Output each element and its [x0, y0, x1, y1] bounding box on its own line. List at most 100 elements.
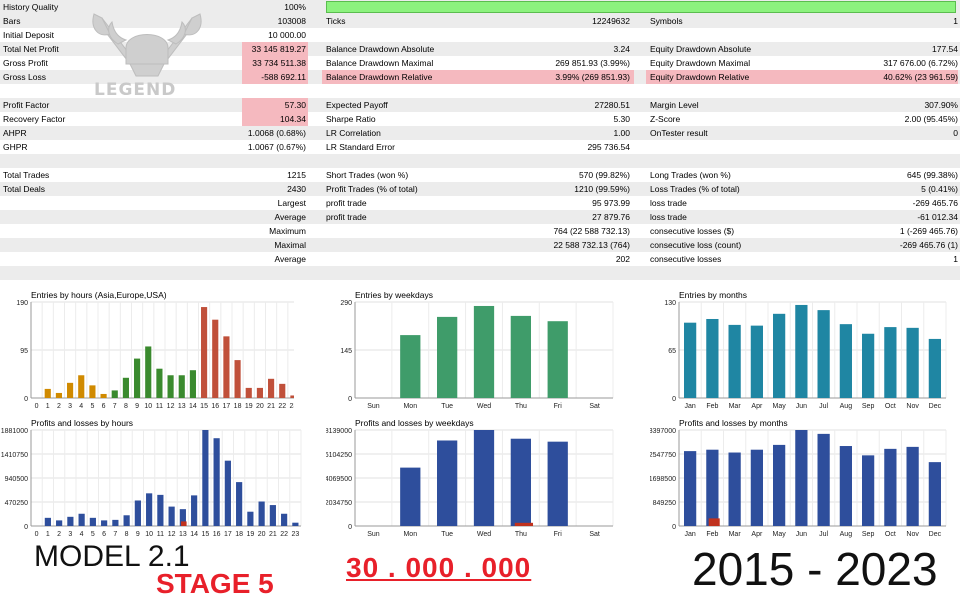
chart-profits-losses-by-weekdays: Profits and losses by weekdays 8139000 61… [326, 416, 616, 538]
bar [112, 519, 119, 526]
x-tick-label: 10 [145, 531, 153, 538]
report-row [0, 154, 960, 168]
bar [55, 392, 62, 398]
y-tick-label: 3397000 [650, 428, 676, 435]
bar [100, 393, 107, 398]
metric-value: 202 [615, 254, 630, 264]
x-tick-label: Dec [929, 531, 942, 538]
chart-plot: 8139000 6104250 4069500 2034750 0 Sun Mon Tue We… [326, 428, 614, 538]
report-row: Maximal 22 588 732.13 (764) consecutive lo… [0, 238, 960, 252]
metric-label: consecutive losses [650, 254, 722, 264]
bar [89, 385, 96, 398]
metric-value: 104.34 [280, 114, 306, 124]
report-row: Total Net Profit 33 145 819.27 Balance Dra… [0, 42, 960, 56]
gridlines [678, 429, 947, 527]
metric-value: -269 465.76 [912, 198, 958, 208]
metric-label: consecutive losses ($) [650, 226, 735, 236]
bar [292, 522, 299, 526]
amount-caption: 30 . 000 . 000 [346, 552, 532, 583]
metric-label: Total Net Profit [3, 44, 59, 54]
x-tick-label: 12 [168, 531, 176, 538]
x-tick-label: 20 [256, 403, 264, 410]
report-row: Gross Profit 33 734 511.38 Balance Drawdow… [0, 56, 960, 70]
highlight-band [322, 70, 634, 84]
x-tick-label: Mon [403, 531, 417, 538]
stage-caption: STAGE 5 [156, 568, 274, 599]
x-tick-label: Feb [706, 403, 718, 410]
bar [168, 506, 175, 526]
metric-label: OnTester result [650, 128, 708, 138]
metric-value: 2430 [287, 184, 306, 194]
highlight-band [242, 112, 308, 126]
metric-value: Average [274, 254, 306, 264]
metric-value: 33 145 819.27 [251, 44, 306, 54]
x-tick-label: 17 [224, 531, 232, 538]
y-tick-label: 2034750 [326, 500, 352, 507]
metric-value: 33 734 511.38 [252, 58, 306, 68]
metric-value: 177.54 [932, 44, 958, 54]
report-row: GHPR 1.0067 (0.67%) LR Standard Error 295 7… [0, 140, 960, 154]
y-tick-label: 95 [20, 348, 28, 355]
x-tick-label: 19 [245, 403, 253, 410]
x-tick-label: Thu [515, 403, 527, 410]
y-tick-label: 940500 [5, 476, 28, 483]
report-row: AHPR 1.0068 (0.68%) LR Correlation 1.00 OnTe… [0, 126, 960, 140]
metric-value: Average [274, 212, 306, 222]
bar [510, 438, 531, 526]
report-row [0, 266, 960, 280]
x-tick-label: Nov [906, 403, 919, 410]
bar [134, 500, 141, 526]
bar [795, 430, 808, 526]
metric-value: 764 (22 588 732.13) [553, 226, 630, 236]
x-tick-label: 11 [156, 403, 163, 410]
metric-value: 12249632 [592, 16, 630, 26]
bar [56, 520, 63, 526]
chart-title: Entries by hours (Asia,Europe,USA) [31, 290, 167, 300]
bar [111, 390, 118, 398]
report-row: Maximum 764 (22 588 732.13) consecutive lo… [0, 224, 960, 238]
y-tick-label: 65 [668, 348, 676, 355]
y-tick-label: 290 [340, 300, 352, 307]
metric-label: Total Deals [3, 184, 46, 194]
x-tick-label: 21 [269, 531, 277, 538]
chart-plot: 130 65 0 Jan Feb Mar Apr May Jun Jul Aug Sep Oct Nov D… [664, 300, 947, 410]
metric-value: 0 [953, 128, 958, 138]
bar [67, 516, 74, 526]
bar [281, 513, 288, 526]
x-tick-label: 22 [278, 403, 286, 410]
x-tick-label: 4 [80, 531, 84, 538]
bar [750, 325, 763, 398]
bar [473, 305, 495, 398]
x-tick-label: 13 [179, 531, 187, 538]
report-row: Average profit trade 27 879.76 loss trade -6… [0, 210, 960, 224]
x-tick-label: 15 [201, 531, 209, 538]
x-tick-label: 19 [246, 531, 254, 538]
metric-value: 10 000.00 [268, 30, 306, 40]
chart-title: Profits and losses by hours [31, 418, 134, 428]
y-tick-label: 0 [348, 396, 352, 403]
highlight-band [646, 70, 958, 84]
bar [728, 324, 741, 398]
bar [212, 319, 219, 398]
x-tick-label: Feb [706, 531, 718, 538]
x-tick-label: Oct [885, 531, 896, 538]
x-tick-label: Tue [441, 531, 453, 538]
bar [236, 482, 243, 526]
x-tick-label: 21 [267, 403, 275, 410]
bar [258, 501, 265, 526]
y-tick-label: 4069500 [326, 476, 352, 483]
bar [181, 521, 187, 526]
bar [167, 375, 174, 398]
metric-value: -269 465.76 (1) [899, 240, 958, 250]
x-tick-label: Apr [751, 531, 763, 538]
metric-label: AHPR [3, 128, 27, 138]
x-tick-label: Jul [819, 403, 828, 410]
chart-entries-by-months: Entries by months 130 65 0 Jan Feb Mar Apr May J… [650, 288, 947, 410]
bar [279, 383, 286, 398]
y-tick-label: 470250 [5, 500, 28, 507]
x-tick-label: Nov [906, 531, 919, 538]
x-tick-label: 9 [135, 403, 139, 410]
x-tick-label: 3 [68, 531, 72, 538]
metric-label: Symbols [650, 16, 683, 26]
